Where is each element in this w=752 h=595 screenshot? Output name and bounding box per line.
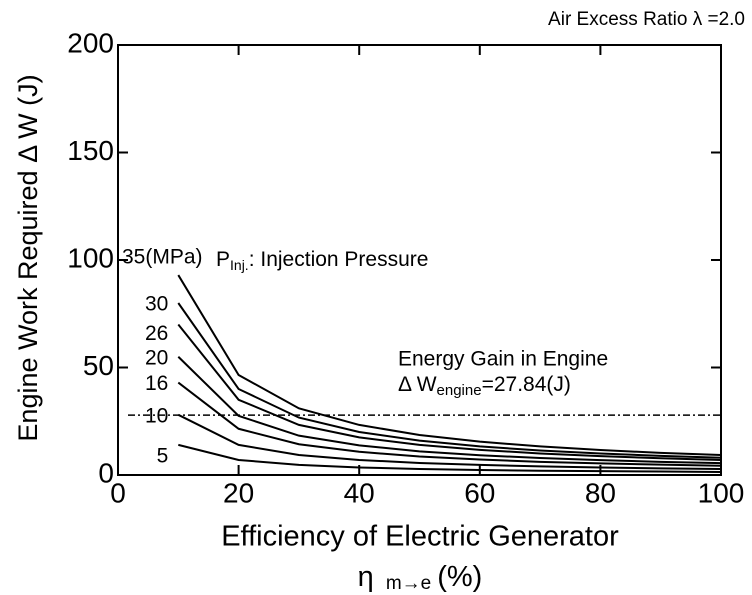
- legend-note: PInj.: Injection Pressure: [216, 248, 428, 273]
- series-label: 10: [145, 404, 168, 427]
- series-label: 5: [157, 444, 169, 467]
- series-line: [178, 443, 722, 473]
- series-label: 26: [145, 322, 168, 345]
- y-tick-label: 100: [67, 242, 114, 273]
- x-axis-label: Efficiency of Electric Generator: [221, 521, 619, 553]
- series-line: [177, 274, 722, 457]
- x-tick-label: 40: [344, 477, 375, 508]
- series-label: 35(MPa): [122, 246, 203, 269]
- series-line: [177, 356, 722, 465]
- y-tick-label: 50: [83, 350, 114, 381]
- series-label: 30: [145, 293, 168, 316]
- series-label: 16: [145, 372, 168, 395]
- reference-label: Δ Wengine=27.84(J): [398, 373, 571, 399]
- y-tick-label: 0: [98, 457, 114, 488]
- x-tick-label: 0: [110, 477, 126, 508]
- y-tick-label: 200: [67, 27, 114, 58]
- series-line: [177, 381, 722, 467]
- x-axis-label: η m→e (%): [358, 561, 483, 594]
- x-tick-label: 100: [698, 477, 745, 508]
- x-tick-label: 20: [223, 477, 254, 508]
- reference-title: Energy Gain in Engine: [398, 348, 608, 371]
- chart-title: Air Excess Ratio λ =2.0: [548, 9, 745, 30]
- x-tick-label: 80: [585, 477, 616, 508]
- y-tick-label: 150: [67, 135, 114, 166]
- series-line: [177, 413, 722, 470]
- series-line: [177, 323, 722, 461]
- y-axis-label: Engine Work Required Δ W (J): [13, 74, 43, 441]
- series-line: [177, 302, 722, 459]
- x-tick-label: 60: [464, 477, 495, 508]
- series-label: 20: [145, 346, 168, 369]
